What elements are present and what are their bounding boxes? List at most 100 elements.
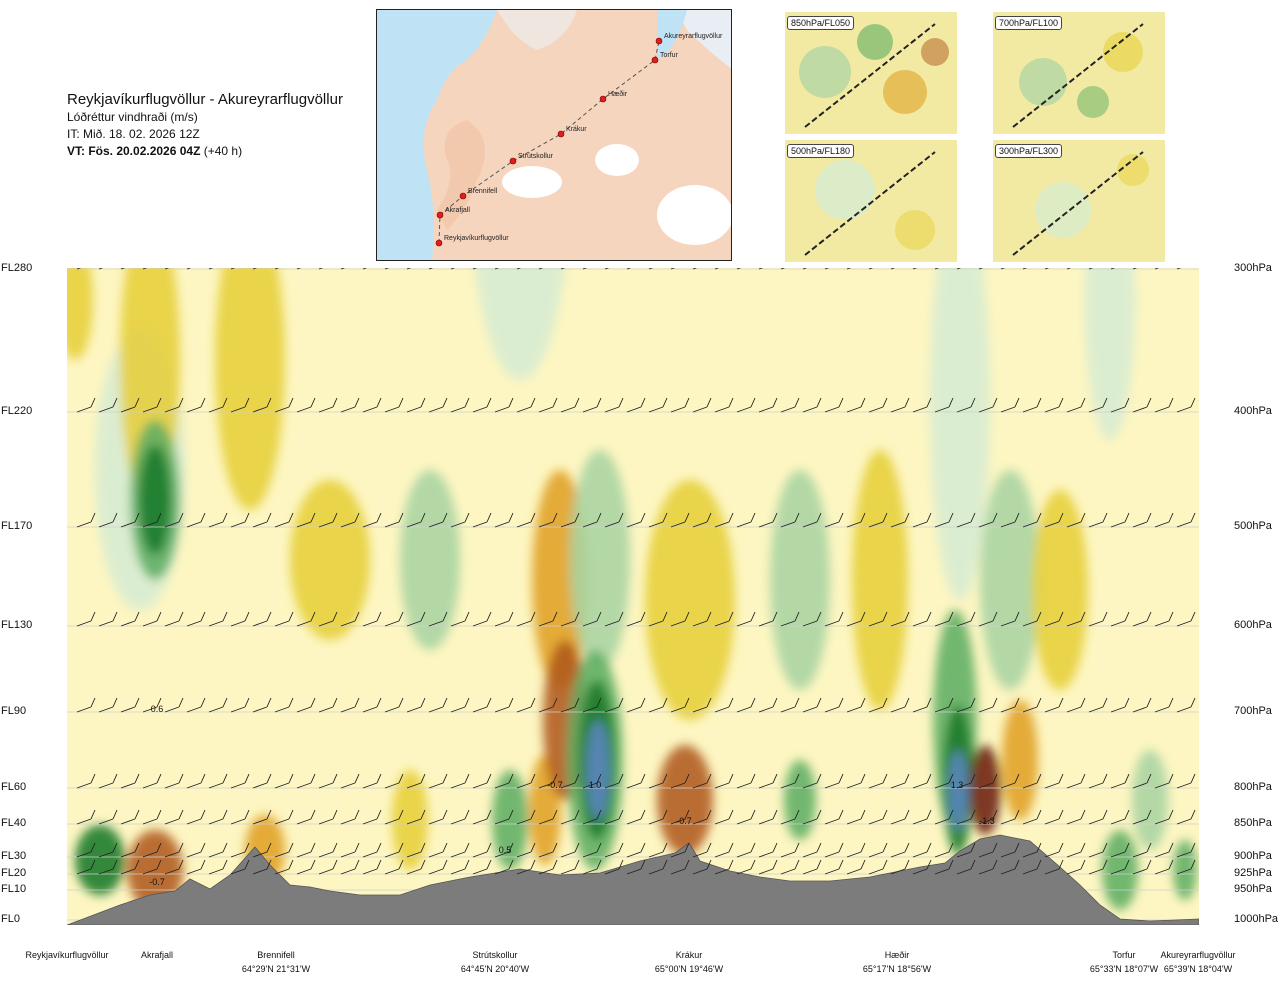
barb-staff <box>912 818 928 825</box>
barb-staff <box>318 868 334 875</box>
barb-feather <box>970 809 976 820</box>
barb-staff <box>890 818 906 825</box>
barb-staff <box>318 851 334 858</box>
barb-staff <box>1000 818 1016 825</box>
barb-feather <box>1190 611 1196 622</box>
barb-staff <box>736 620 752 627</box>
barb-feather <box>838 842 844 853</box>
barb-feather <box>112 809 118 820</box>
barb-staff <box>560 782 576 789</box>
barb-feather <box>112 611 118 622</box>
barb-staff <box>252 818 268 825</box>
barb-feather <box>552 512 558 523</box>
barb-staff <box>934 706 950 713</box>
barb-feather <box>772 859 778 870</box>
barb-feather <box>1080 842 1086 853</box>
barb-feather <box>222 842 228 853</box>
barb-feather <box>816 397 822 408</box>
barb-feather <box>1058 611 1064 622</box>
barb-feather <box>1168 611 1174 622</box>
barb-feather <box>949 255 953 264</box>
barb-feather <box>948 809 954 820</box>
barb-staff <box>890 620 906 627</box>
barb-staff <box>406 406 422 413</box>
velocity-cell <box>475 268 565 380</box>
barb-staff <box>978 620 994 627</box>
barb-feather <box>640 859 646 870</box>
barb-feather <box>706 697 712 708</box>
velocity-cell <box>657 745 713 855</box>
route-point-label: Akrafjall <box>445 207 470 214</box>
barb-staff <box>670 521 686 528</box>
barb-staff <box>538 868 554 875</box>
velocity-cell <box>980 470 1040 690</box>
barb-feather <box>882 809 888 820</box>
barb-feather <box>134 842 140 853</box>
barb-staff <box>714 851 730 858</box>
barb-staff <box>1022 868 1038 875</box>
barb-feather <box>574 842 580 853</box>
barb-feather <box>530 842 536 853</box>
barb-staff <box>384 620 400 627</box>
barb-staff <box>494 268 500 270</box>
barb-staff <box>362 851 378 858</box>
barb-feather <box>1169 255 1173 264</box>
barb-feather <box>1124 859 1130 870</box>
barb-staff <box>758 706 774 713</box>
barb-feather <box>728 697 734 708</box>
barb-feather <box>838 512 844 523</box>
barb-staff <box>824 818 840 825</box>
barb-feather <box>772 697 778 708</box>
barb-staff <box>912 706 928 713</box>
barb-feather <box>750 859 756 870</box>
barb-feather <box>399 255 403 264</box>
barb-staff <box>164 268 170 270</box>
barb-staff <box>670 818 686 825</box>
barb-staff <box>252 782 268 789</box>
barb-feather <box>574 859 580 870</box>
route-point-label: Strútskollur <box>518 153 554 160</box>
barb-feather <box>442 397 448 408</box>
barb-staff <box>890 706 906 713</box>
barb-staff <box>626 818 642 825</box>
barb-feather <box>354 809 360 820</box>
barb-staff <box>868 818 884 825</box>
barb-staff <box>802 818 818 825</box>
barb-feather <box>1190 842 1196 853</box>
barb-feather <box>794 697 800 708</box>
barb-feather <box>465 255 469 264</box>
barb-feather <box>684 842 690 853</box>
barb-staff <box>1044 868 1060 875</box>
barb-staff <box>934 521 950 528</box>
barb-feather <box>266 697 272 708</box>
barb-feather <box>310 697 316 708</box>
barb-feather <box>1036 512 1042 523</box>
mini-map-label: 700hPa/FL100 <box>995 16 1063 30</box>
barb-feather <box>178 697 184 708</box>
lead-time: (+40 h) <box>203 144 243 158</box>
waypoint-name: Krákur <box>675 950 703 960</box>
barb-feather <box>1146 859 1152 870</box>
barb-feather <box>1036 809 1042 820</box>
barb-feather <box>267 255 271 264</box>
barb-feather <box>90 842 96 853</box>
barb-staff <box>692 521 708 528</box>
barb-staff <box>208 620 224 627</box>
barb-feather <box>663 255 667 264</box>
barb-staff <box>318 521 334 528</box>
barb-staff <box>1110 868 1126 875</box>
barb-staff <box>692 620 708 627</box>
barb-feather <box>376 859 382 870</box>
barb-feather <box>244 512 250 523</box>
barb-feather <box>134 397 140 408</box>
barb-staff <box>230 818 246 825</box>
route-point-label: Torfur <box>660 52 679 59</box>
barb-staff <box>934 818 950 825</box>
barb-staff <box>230 851 246 858</box>
barb-staff <box>692 706 708 713</box>
barb-feather <box>310 512 316 523</box>
route-point-marker <box>655 37 663 45</box>
barb-feather <box>574 611 580 622</box>
barb-feather <box>486 697 492 708</box>
velocity-cell <box>784 760 816 840</box>
